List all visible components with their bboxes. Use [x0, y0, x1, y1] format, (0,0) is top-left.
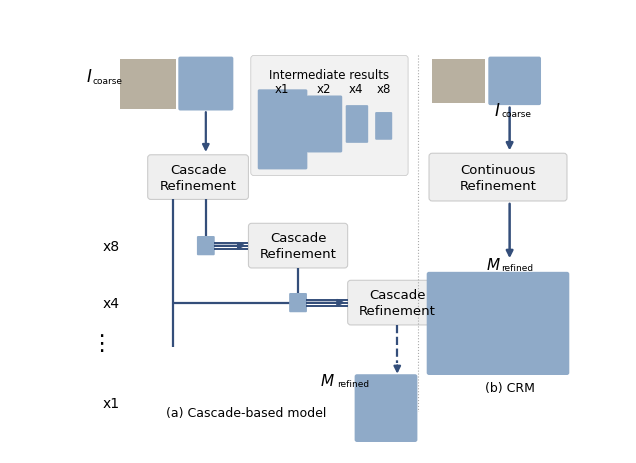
FancyBboxPatch shape [307, 96, 342, 153]
Text: (a) Cascade-based model: (a) Cascade-based model [166, 406, 326, 419]
Text: x4: x4 [349, 82, 363, 95]
Text: $I$: $I$ [494, 102, 501, 120]
Text: Cascade
Refinement: Cascade Refinement [359, 288, 436, 318]
FancyBboxPatch shape [178, 57, 233, 111]
Text: coarse: coarse [93, 76, 123, 85]
FancyBboxPatch shape [429, 154, 567, 201]
FancyBboxPatch shape [346, 106, 368, 144]
Text: Cascade
Refinement: Cascade Refinement [160, 163, 237, 192]
Text: refined: refined [337, 379, 369, 388]
Text: refined: refined [501, 264, 533, 273]
FancyBboxPatch shape [355, 375, 417, 442]
FancyBboxPatch shape [148, 156, 249, 200]
Text: $M$: $M$ [485, 257, 501, 273]
Text: coarse: coarse [501, 110, 531, 119]
FancyBboxPatch shape [197, 237, 215, 256]
Text: Continuous
Refinement: Continuous Refinement [460, 163, 536, 192]
FancyBboxPatch shape [249, 224, 348, 269]
Text: ⋮: ⋮ [90, 334, 113, 354]
Bar [120, 59, 176, 109]
Text: x1: x1 [275, 82, 289, 95]
Text: x2: x2 [316, 82, 331, 95]
Text: Intermediate results: Intermediate results [269, 69, 389, 81]
FancyBboxPatch shape [375, 113, 392, 140]
FancyBboxPatch shape [488, 57, 541, 106]
Text: $I$: $I$ [86, 68, 92, 86]
Text: x1: x1 [103, 396, 120, 410]
Text: $M$: $M$ [321, 372, 335, 388]
Text: x4: x4 [103, 296, 120, 310]
Text: x8: x8 [377, 82, 391, 95]
FancyBboxPatch shape [427, 272, 569, 375]
FancyBboxPatch shape [251, 56, 408, 176]
Text: (b) CRM: (b) CRM [485, 382, 535, 394]
FancyBboxPatch shape [348, 281, 447, 325]
Text: x8: x8 [103, 239, 120, 253]
FancyBboxPatch shape [289, 294, 307, 313]
Text: Cascade
Refinement: Cascade Refinement [259, 232, 336, 261]
Bar [432, 59, 485, 104]
FancyBboxPatch shape [258, 90, 307, 170]
